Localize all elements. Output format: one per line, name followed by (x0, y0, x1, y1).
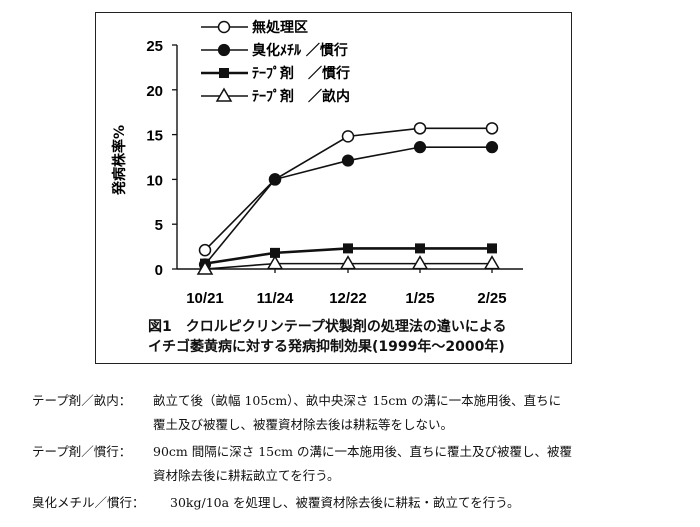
legend-label: 臭化ﾒﾁﾙ ／慣行 (252, 42, 348, 59)
data-point (485, 122, 499, 135)
note-text-mebr-1: 30kg/10a を処理し、被覆資材除去後に耕耘・畝立てを行う。 (170, 495, 520, 510)
legend-marker (217, 20, 231, 34)
legend-label: ﾃｰﾌﾟ剤 ／慣行 (252, 65, 350, 82)
x-tick-label: 1/25 (405, 290, 434, 307)
y-tick-label: 15 (146, 128, 163, 145)
data-point (483, 255, 501, 270)
y-tick-label: 20 (146, 83, 163, 100)
data-point (411, 255, 429, 270)
data-point (341, 130, 355, 143)
legend-item-2: 臭化ﾒﾁﾙ ／慣行 (201, 42, 348, 59)
y-tick-label: 10 (146, 172, 163, 189)
figure-caption-line1: 図1 クロルピクリンテープ状製剤の処理法の違いによる (148, 319, 507, 335)
data-point (413, 141, 427, 154)
note-label-tape-kanko: テープ剤／慣行： (32, 444, 132, 459)
data-point (198, 243, 212, 257)
note-text-tape-kanko-2: 資材除去後に耕耘畝立てを行う。 (153, 468, 340, 483)
figure-caption-line2: イチゴ萎黄病に対する発病抑制効果(1999年～2000年) (148, 339, 505, 355)
note-text-tape-kanko-1: 90cm 間隔に深さ 15cm の溝に一本施用後、直ちに覆土及び被覆し、被覆 (153, 444, 572, 459)
note-text-tape-une-2: 覆土及び被覆し、被覆資材除去後は耕耘等をしない。 (153, 417, 454, 432)
note-text-tape-une-1: 畝立て後（畝幅 105cm）、畝中央深さ 15cm の溝に一本施用後、直ちに (153, 393, 562, 408)
legend-marker (217, 43, 231, 57)
legend-item-1: 無処理区 (201, 19, 308, 36)
legend-marker (215, 87, 233, 102)
data-point (196, 260, 214, 275)
data-point (487, 243, 497, 254)
legend-item-4: ﾃｰﾌﾟ剤 ／畝内 (201, 87, 350, 105)
y-tick-label: 0 (155, 262, 163, 279)
y-tick-label: 5 (155, 217, 163, 234)
legend-marker (219, 68, 229, 78)
data-point (413, 122, 427, 135)
x-tick-labels: 10/21 11/24 12/22 1/25 2/25 (186, 290, 506, 307)
series-4 (196, 255, 501, 275)
y-axis-label: 発病株率% (111, 125, 128, 196)
x-tick-label: 11/24 (257, 290, 294, 307)
x-tick-label: 2/25 (477, 290, 506, 307)
legend-item-3: ﾃｰﾌﾟ剤 ／慣行 (201, 65, 350, 82)
figure-frame (95, 12, 572, 364)
legend-label: 無処理区 (252, 19, 308, 36)
chart-axes (172, 44, 523, 273)
x-tick-label: 10/21 (186, 290, 224, 307)
data-point (270, 247, 280, 258)
data-point (268, 173, 282, 186)
data-point (266, 255, 284, 270)
data-point (343, 243, 353, 254)
note-label-tape-une: テープ剤／畝内： (32, 393, 132, 408)
data-point (415, 243, 425, 254)
y-tick-labels: 0 5 10 15 20 25 (146, 38, 163, 279)
series-layer (196, 122, 501, 275)
note-label-mebr: 臭化メチル／慣行： (32, 495, 145, 510)
data-point (339, 255, 357, 270)
legend-label: ﾃｰﾌﾟ剤 ／畝内 (252, 88, 350, 105)
data-point (341, 154, 355, 167)
data-point (485, 141, 499, 154)
series-1 (198, 122, 499, 257)
x-tick-label: 12/22 (329, 290, 367, 307)
y-tick-label: 25 (146, 38, 163, 55)
